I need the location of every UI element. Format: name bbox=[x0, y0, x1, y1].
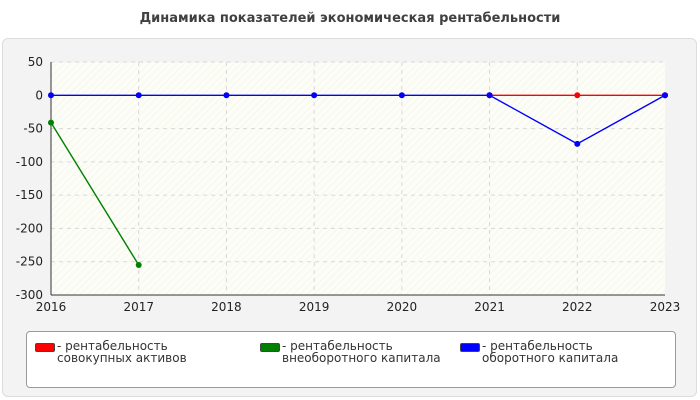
data-point-2 bbox=[398, 92, 405, 99]
chart-legend: - рентабельность совокупных активов - ре… bbox=[26, 331, 676, 388]
data-point-2 bbox=[135, 92, 142, 99]
legend-label: - рентабельность внеоборотного капитала bbox=[282, 339, 441, 365]
x-tick-label: 2018 bbox=[211, 300, 242, 314]
series-line-2 bbox=[51, 94, 666, 145]
x-tick-label: 2023 bbox=[650, 300, 681, 314]
y-tick-label: -50 bbox=[23, 122, 43, 136]
x-tick-label: 2021 bbox=[474, 300, 505, 314]
data-point-2 bbox=[48, 92, 54, 99]
x-tick-label: 2020 bbox=[387, 300, 418, 314]
legend-label: - рентабельность совокупных активов bbox=[57, 339, 187, 365]
y-tick-label: 0 bbox=[35, 88, 43, 102]
data-point-2 bbox=[662, 92, 668, 99]
data-point-2 bbox=[223, 92, 230, 99]
legend-swatch-blue bbox=[460, 343, 480, 352]
x-tick-label: 2016 bbox=[36, 300, 67, 314]
legend-swatch-green bbox=[260, 343, 280, 352]
y-tick-label: -200 bbox=[16, 221, 43, 235]
data-point-1 bbox=[135, 262, 142, 269]
data-point-1 bbox=[48, 119, 54, 126]
legend-label: - рентабельность оборотного капитала bbox=[482, 339, 619, 365]
y-tick-label: -300 bbox=[16, 288, 43, 302]
legend-swatch-red bbox=[35, 343, 55, 352]
data-point-2 bbox=[311, 92, 318, 99]
plot-area bbox=[51, 62, 665, 295]
x-tick-label: 2022 bbox=[562, 300, 593, 314]
x-tick-label: 2019 bbox=[299, 300, 330, 314]
x-tick-label: 2017 bbox=[123, 300, 154, 314]
y-tick-label: -250 bbox=[16, 255, 43, 269]
data-point-0 bbox=[574, 92, 581, 99]
y-tick-label: -150 bbox=[16, 188, 43, 202]
chart-title: Динамика показателей экономическая рента… bbox=[139, 11, 561, 26]
y-tick-label: 50 bbox=[28, 55, 43, 69]
series-line-1 bbox=[50, 122, 140, 266]
data-point-2 bbox=[574, 140, 581, 147]
y-tick-label: -100 bbox=[16, 155, 43, 169]
data-point-2 bbox=[486, 92, 493, 99]
